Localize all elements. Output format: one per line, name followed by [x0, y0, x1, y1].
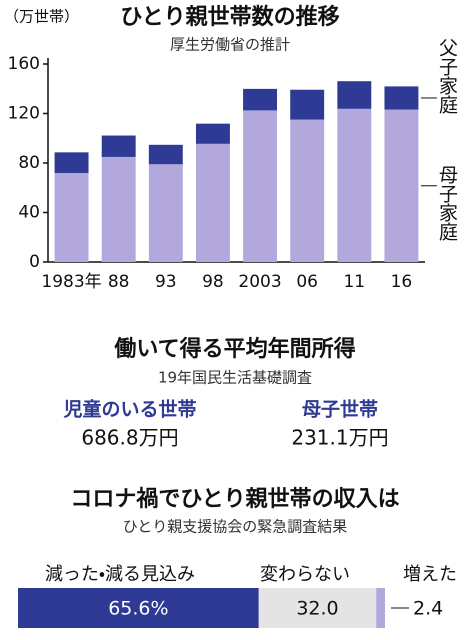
legend-label: 減った・減る見込み	[45, 564, 195, 585]
y-tick-label: 80	[18, 153, 40, 173]
bar	[243, 88, 278, 111]
y-axis-label: （万世帯）	[4, 8, 79, 26]
x-tick-label: 93	[155, 272, 177, 292]
bar	[384, 109, 419, 262]
x-tick-label: 06	[296, 272, 318, 292]
bar	[243, 110, 278, 262]
bar	[148, 164, 183, 262]
x-tick-label: 98	[202, 272, 224, 292]
legend-label: 増えた	[403, 564, 457, 585]
chart-title: ひとり親世帯数の推移	[120, 4, 339, 30]
x-tick-label: 88	[108, 272, 130, 292]
legend-label: 母子家庭	[436, 165, 458, 241]
legend-label: 父子家庭	[436, 38, 458, 114]
bar-segment	[258, 588, 377, 628]
income-label: 児童のいる世帯	[62, 398, 196, 421]
section-title: 働いて得る平均年間所得	[113, 336, 355, 362]
y-tick-label: 0	[29, 252, 40, 272]
bar	[290, 119, 325, 262]
value-label: 65.6%	[108, 598, 168, 620]
value-label: 2.4	[413, 598, 443, 620]
bar	[337, 81, 372, 109]
bar	[54, 152, 89, 174]
bar	[290, 89, 325, 120]
bar	[337, 108, 372, 262]
chart-subtitle: ひとり親支援協会の緊急調査結果	[123, 518, 348, 536]
x-tick-label: 11	[343, 272, 365, 292]
y-tick-label: 40	[18, 203, 40, 223]
income-value: 231.1万円	[291, 426, 388, 450]
section-subtitle: 19年国民生活基礎調査	[158, 369, 312, 387]
y-tick-label: 160	[8, 54, 40, 74]
chart-subtitle: 厚生労働省の推計	[170, 36, 290, 54]
bar	[148, 144, 183, 165]
value-label: 32.0	[296, 598, 338, 620]
bar	[384, 86, 419, 110]
bar	[54, 173, 89, 262]
bar	[195, 123, 230, 144]
bar	[101, 135, 136, 157]
x-tick-label: 1983年	[41, 272, 101, 292]
income-label: 母子世帯	[302, 398, 378, 421]
bar	[101, 156, 136, 262]
bar	[195, 143, 230, 262]
legend-label: 変わらない	[260, 564, 350, 585]
y-tick-label: 120	[8, 104, 40, 124]
bar-segment	[376, 588, 385, 628]
x-tick-label: 2003	[238, 272, 281, 292]
x-tick-label: 16	[391, 272, 413, 292]
chart-title: コロナ禍でひとり親世帯の収入は	[70, 486, 399, 512]
bar-segment	[18, 588, 259, 628]
income-value: 686.8万円	[81, 426, 178, 450]
